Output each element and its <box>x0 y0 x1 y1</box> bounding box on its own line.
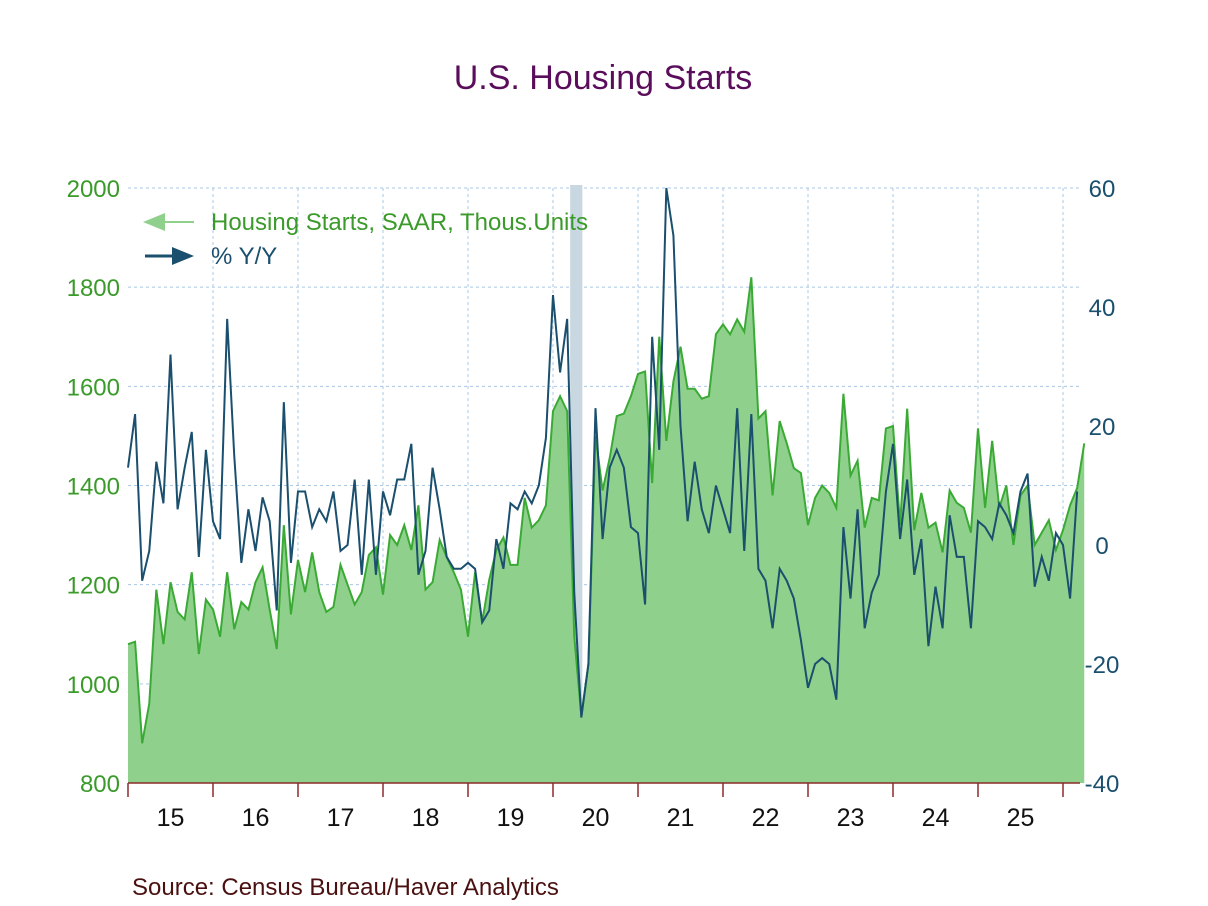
legend: Housing Starts, SAAR, Thous.Units % Y/Y <box>143 209 588 270</box>
right-tick-label: 0 <box>1095 533 1108 560</box>
x-tick-label: 22 <box>752 804 780 832</box>
left-axis-labels: 800 1000 1200 1400 1600 1800 2000 <box>67 176 120 798</box>
legend-item-yoy: % Y/Y <box>145 243 277 270</box>
x-tick-label: 19 <box>497 804 525 832</box>
left-tick-label: 2000 <box>67 176 120 203</box>
x-tick-label: 18 <box>412 804 440 832</box>
x-tick-label: 25 <box>1007 804 1035 832</box>
right-axis-labels: -40 -20 0 20 40 60 <box>1085 176 1120 798</box>
x-axis-ticks <box>127 783 1064 797</box>
left-tick-label: 1400 <box>67 474 120 501</box>
left-tick-label: 1600 <box>67 374 120 401</box>
housing-starts-area <box>128 277 1085 783</box>
right-tick-label: 40 <box>1089 295 1116 322</box>
left-tick-label: 1000 <box>67 672 120 699</box>
left-tick-label: 1200 <box>67 573 120 600</box>
yoy-line <box>127 187 1079 718</box>
right-tick-label: -20 <box>1085 652 1120 679</box>
right-tick-label: 20 <box>1089 414 1116 441</box>
legend-item-housing-starts: Housing Starts, SAAR, Thous.Units <box>143 209 588 236</box>
right-tick-label: 60 <box>1089 176 1116 203</box>
left-tick-label: 800 <box>80 771 120 798</box>
x-tick-label: 20 <box>582 804 610 832</box>
x-axis-labels: 15 16 17 18 19 20 21 22 23 24 25 <box>157 804 1035 832</box>
right-tick-label: -40 <box>1085 771 1120 798</box>
x-tick-label: 16 <box>242 804 270 832</box>
left-tick-label: 1800 <box>67 275 120 302</box>
arrow-right-icon <box>172 247 194 265</box>
arrow-left-icon <box>143 213 165 231</box>
source-note: Source: Census Bureau/Haver Analytics <box>132 874 559 901</box>
housing-starts-line <box>127 277 1086 744</box>
legend-label-housing-starts: Housing Starts, SAAR, Thous.Units <box>211 209 588 236</box>
x-tick-label: 21 <box>667 804 695 832</box>
x-tick-label: 17 <box>327 804 355 832</box>
legend-label-yoy: % Y/Y <box>211 243 277 270</box>
x-tick-label: 24 <box>922 804 950 832</box>
x-tick-label: 15 <box>157 804 185 832</box>
x-tick-label: 23 <box>837 804 865 832</box>
chart-title: U.S. Housing Starts <box>454 59 753 97</box>
